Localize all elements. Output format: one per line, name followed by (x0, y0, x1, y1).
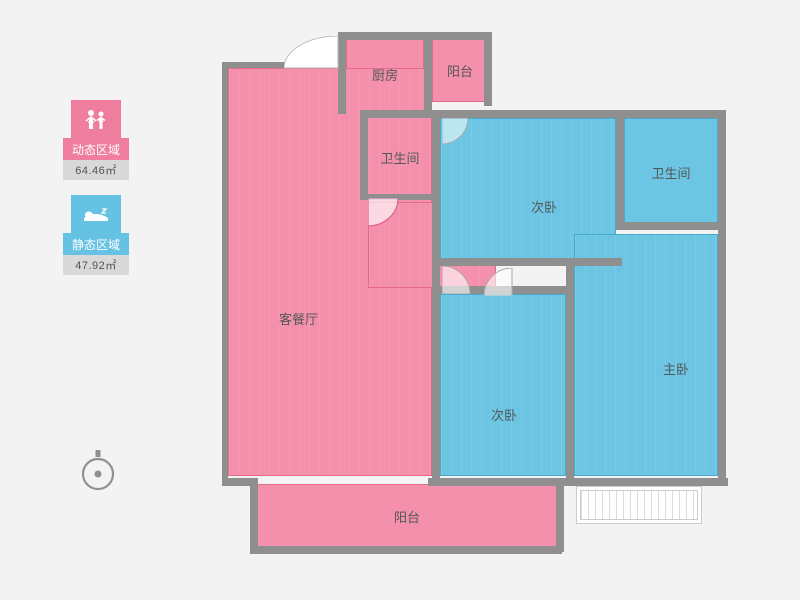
wall-segment (484, 32, 492, 106)
room-label: 次卧 (531, 197, 557, 216)
wall-segment (428, 478, 728, 486)
legend-static-title: 静态区域 (63, 233, 129, 255)
door-arc-icon (442, 266, 472, 299)
sleep-icon (71, 195, 121, 233)
room-label: 卫生间 (380, 148, 419, 167)
room-balcony2: 阳台 (256, 484, 558, 548)
wall-segment (222, 62, 228, 482)
room-label: 阳台 (447, 61, 473, 80)
room-label: 卫生间 (651, 163, 690, 182)
wall-segment (360, 110, 368, 200)
room-balcony1: 阳台 (432, 38, 488, 102)
room-label: 厨房 (372, 65, 398, 84)
door-arc-icon (442, 118, 470, 151)
wall-segment (424, 32, 432, 112)
wall-segment (556, 478, 564, 552)
door-arc-icon (284, 36, 340, 75)
floorplan: 厨房阳台卫生间客餐厅阳台次卧卫生间次卧主卧 (228, 22, 738, 582)
door-arc-icon (484, 268, 514, 301)
wall-segment (432, 258, 622, 266)
legend-dynamic: 动态区域 64.46㎡ (63, 100, 129, 180)
room-bed2b: 次卧 (440, 294, 566, 476)
room-label: 主卧 (663, 359, 689, 378)
wall-segment (250, 546, 562, 554)
room-bed1: 主卧 (574, 234, 718, 476)
wall-segment (432, 110, 440, 480)
legend-static-value: 47.92㎡ (63, 255, 129, 275)
wall-segment (222, 62, 292, 68)
legend-dynamic-title: 动态区域 (63, 138, 129, 160)
wall-segment (250, 478, 258, 552)
wall-segment (718, 110, 726, 486)
compass-icon (80, 450, 116, 497)
room-bath2: 卫生间 (624, 118, 718, 226)
legend-static: 静态区域 47.92㎡ (63, 195, 129, 275)
room-label: 客餐厅 (279, 309, 318, 328)
wall-segment (616, 110, 624, 230)
railing-icon (576, 486, 702, 524)
people-icon (71, 100, 121, 138)
legend-dynamic-value: 64.46㎡ (63, 160, 129, 180)
room-label: 阳台 (394, 507, 420, 526)
wall-segment (338, 32, 488, 40)
room-label: 次卧 (491, 405, 517, 424)
door-arc-icon (368, 198, 400, 233)
wall-segment (566, 266, 574, 482)
wall-segment (616, 222, 724, 230)
wall-segment (432, 110, 726, 118)
wall-segment (360, 110, 436, 118)
